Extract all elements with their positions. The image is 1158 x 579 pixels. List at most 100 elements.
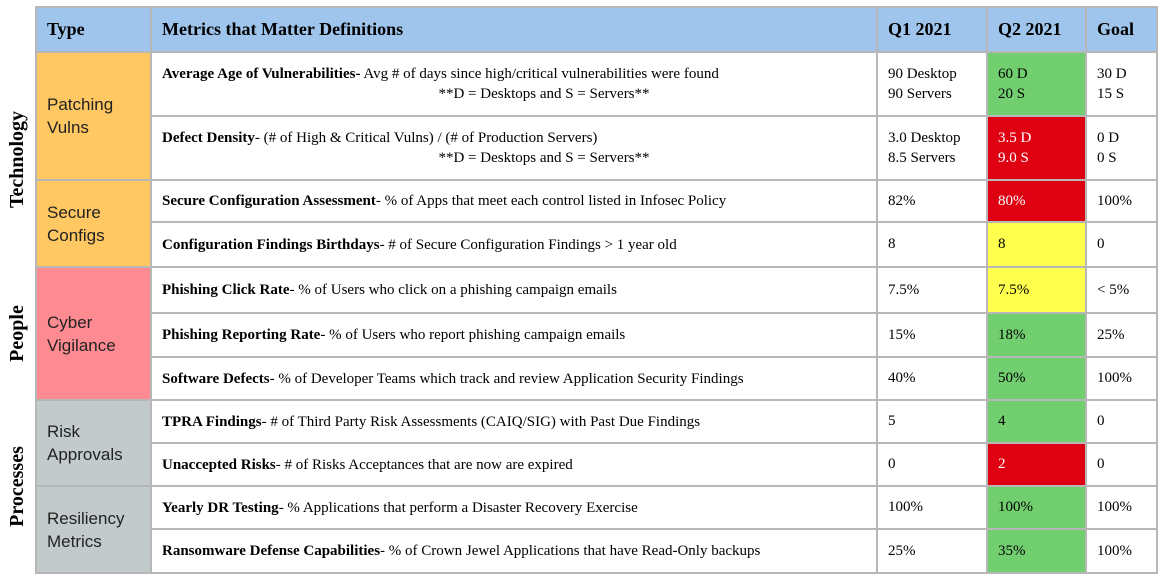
metric-desc: - % of Users who click on a phishing cam…: [289, 282, 617, 298]
header-row: Type Metrics that Matter Definitions Q1 …: [35, 6, 1158, 53]
q2-value: 7.5%: [986, 266, 1087, 314]
goal-line: 30 D: [1097, 66, 1127, 82]
metric-name: Phishing Reporting Rate: [162, 327, 321, 343]
metric-note: **D = Desktops and S = Servers**: [438, 86, 650, 102]
q2-value: 80%: [986, 179, 1087, 223]
q1-value: 5: [876, 399, 988, 444]
metric-definition: Configuration Findings Birthdays- # of S…: [150, 221, 878, 268]
metric-name: Phishing Click Rate: [162, 282, 290, 298]
metric-note: **D = Desktops and S = Servers**: [438, 150, 650, 166]
metric-definition: Software Defects- % of Developer Teams w…: [150, 356, 878, 401]
q2-line: 20 S: [998, 86, 1026, 102]
table-row: Ransomware Defense Capabilities- % of Cr…: [36, 528, 1158, 574]
q2-value: 50%: [986, 356, 1087, 401]
table-row: Patching Vulns Average Age of Vulnerabili…: [35, 51, 1158, 181]
goal-value: 100%: [1085, 179, 1158, 223]
q1-value: 7.5%: [876, 266, 988, 314]
metric-name: Configuration Findings Birthdays: [162, 236, 380, 253]
metric-definition: Phishing Click Rate- % of Users who clic…: [150, 266, 878, 314]
metric-name: Yearly DR Testing: [162, 499, 279, 516]
header-goal: Goal: [1085, 6, 1158, 53]
metric-definition: Unaccepted Risks- # of Risks Acceptances…: [150, 442, 878, 487]
metric-name: Average Age of Vulnerabilities-: [162, 66, 361, 82]
q1-value: 15%: [876, 312, 988, 358]
q2-value: 8: [986, 221, 1087, 268]
header-q2: Q2 2021: [986, 6, 1087, 53]
goal-value: 100%: [1085, 528, 1158, 574]
table-row: Phishing Reporting Rate- % of Users who …: [36, 312, 1158, 358]
q1-value: 25%: [876, 528, 988, 574]
q1-line: 90 Desktop: [888, 66, 957, 82]
table-row: Configuration Findings Birthdays- # of S…: [36, 221, 1158, 268]
side-label-processes: Processes: [6, 446, 28, 527]
metric-desc: - # of Secure Configuration Findings > 1…: [379, 236, 677, 253]
q1-value: 100%: [876, 485, 988, 530]
side-label-technology: Technology: [6, 110, 28, 209]
metric-desc: - # of Risks Acceptances that are now ar…: [275, 456, 573, 473]
q2-line: 3.5 D: [998, 130, 1032, 146]
metric-desc: - % Applications that perform a Disaster…: [278, 499, 638, 516]
goal-line: 0 S: [1097, 150, 1117, 166]
goal-line: 0 D: [1097, 130, 1120, 146]
q2-value: 60 D 20 S: [986, 51, 1087, 117]
metric-name: Software Defects: [162, 370, 270, 387]
metric-definition: Secure Configuration Assessment- % of Ap…: [150, 179, 878, 223]
metric-desc: - # of Third Party Risk Assessments (CAI…: [261, 413, 701, 430]
group-label: Patching Vulns: [35, 51, 152, 181]
metric-definition: Ransomware Defense Capabilities- % of Cr…: [150, 528, 878, 574]
metrics-table: Type Metrics that Matter Definitions Q1 …: [35, 6, 1158, 574]
goal-value: 30 D 15 S: [1085, 51, 1158, 117]
metric-desc: - % of Crown Jewel Applications that hav…: [380, 543, 761, 559]
metric-name: Defect Density: [162, 130, 255, 146]
goal-value: 0: [1085, 399, 1158, 444]
q1-line: 8.5 Servers: [888, 150, 956, 166]
goal-line: 15 S: [1097, 86, 1125, 102]
table-row: Risk Approvals TPRA Findings- # of Third …: [35, 399, 1158, 487]
group-label: Risk Approvals: [35, 399, 152, 487]
group-label: Resiliency Metrics: [35, 485, 152, 574]
q2-value: 4: [986, 399, 1087, 444]
q1-value: 0: [876, 442, 988, 487]
header-metric: Metrics that Matter Definitions: [150, 6, 878, 53]
goal-value: 100%: [1085, 356, 1158, 401]
q2-line: 9.0 S: [998, 150, 1029, 166]
table-row: Secure Configs Secure Configuration Asses…: [35, 179, 1158, 268]
metric-definition: Defect Density- (# of High & Critical Vu…: [150, 115, 878, 181]
metric-name: TPRA Findings: [162, 413, 262, 430]
metric-desc: - (# of High & Critical Vulns) / (# of P…: [254, 130, 598, 146]
q2-value: 35%: [986, 528, 1087, 574]
table-row: Software Defects- % of Developer Teams w…: [36, 356, 1158, 401]
q2-value: 3.5 D 9.0 S: [986, 115, 1087, 181]
metric-desc: - % of Users who report phishing campaig…: [320, 327, 626, 343]
header-type: Type: [35, 6, 152, 53]
q1-value: 8: [876, 221, 988, 268]
metric-definition: Average Age of Vulnerabilities- Avg # of…: [150, 51, 878, 117]
group-label: Cyber Vigilance: [35, 266, 152, 401]
goal-value: 100%: [1085, 485, 1158, 530]
header-q1: Q1 2021: [876, 6, 988, 53]
table-row: Resiliency Metrics Yearly DR Testing- % A…: [35, 485, 1158, 574]
q1-value: 90 Desktop 90 Servers: [876, 51, 988, 117]
table-row: Cyber Vigilance Phishing Click Rate- % of…: [35, 266, 1158, 401]
q2-value: 2: [986, 442, 1087, 487]
metric-desc: - % of Developer Teams which track and r…: [269, 370, 744, 387]
q1-value: 40%: [876, 356, 988, 401]
side-label-people: People: [6, 305, 28, 362]
group-label: Secure Configs: [35, 179, 152, 268]
q1-line: 90 Servers: [888, 86, 952, 102]
metric-definition: Phishing Reporting Rate- % of Users who …: [150, 312, 878, 358]
metric-name: Ransomware Defense Capabilities: [162, 543, 381, 559]
q1-value: 3.0 Desktop 8.5 Servers: [876, 115, 988, 181]
q1-value: 82%: [876, 179, 988, 223]
metric-definition: Yearly DR Testing- % Applications that p…: [150, 485, 878, 530]
metric-name: Secure Configuration Assessment: [162, 193, 376, 209]
goal-value: 0: [1085, 442, 1158, 487]
goal-value: 25%: [1085, 312, 1158, 358]
table-row: Unaccepted Risks- # of Risks Acceptances…: [36, 442, 1158, 487]
metric-desc: Avg # of days since high/critical vulner…: [360, 66, 719, 82]
metric-definition: TPRA Findings- # of Third Party Risk Ass…: [150, 399, 878, 444]
metric-desc: - % of Apps that meet each control liste…: [375, 193, 727, 209]
q2-line: 60 D: [998, 66, 1028, 82]
q1-line: 3.0 Desktop: [888, 130, 961, 146]
